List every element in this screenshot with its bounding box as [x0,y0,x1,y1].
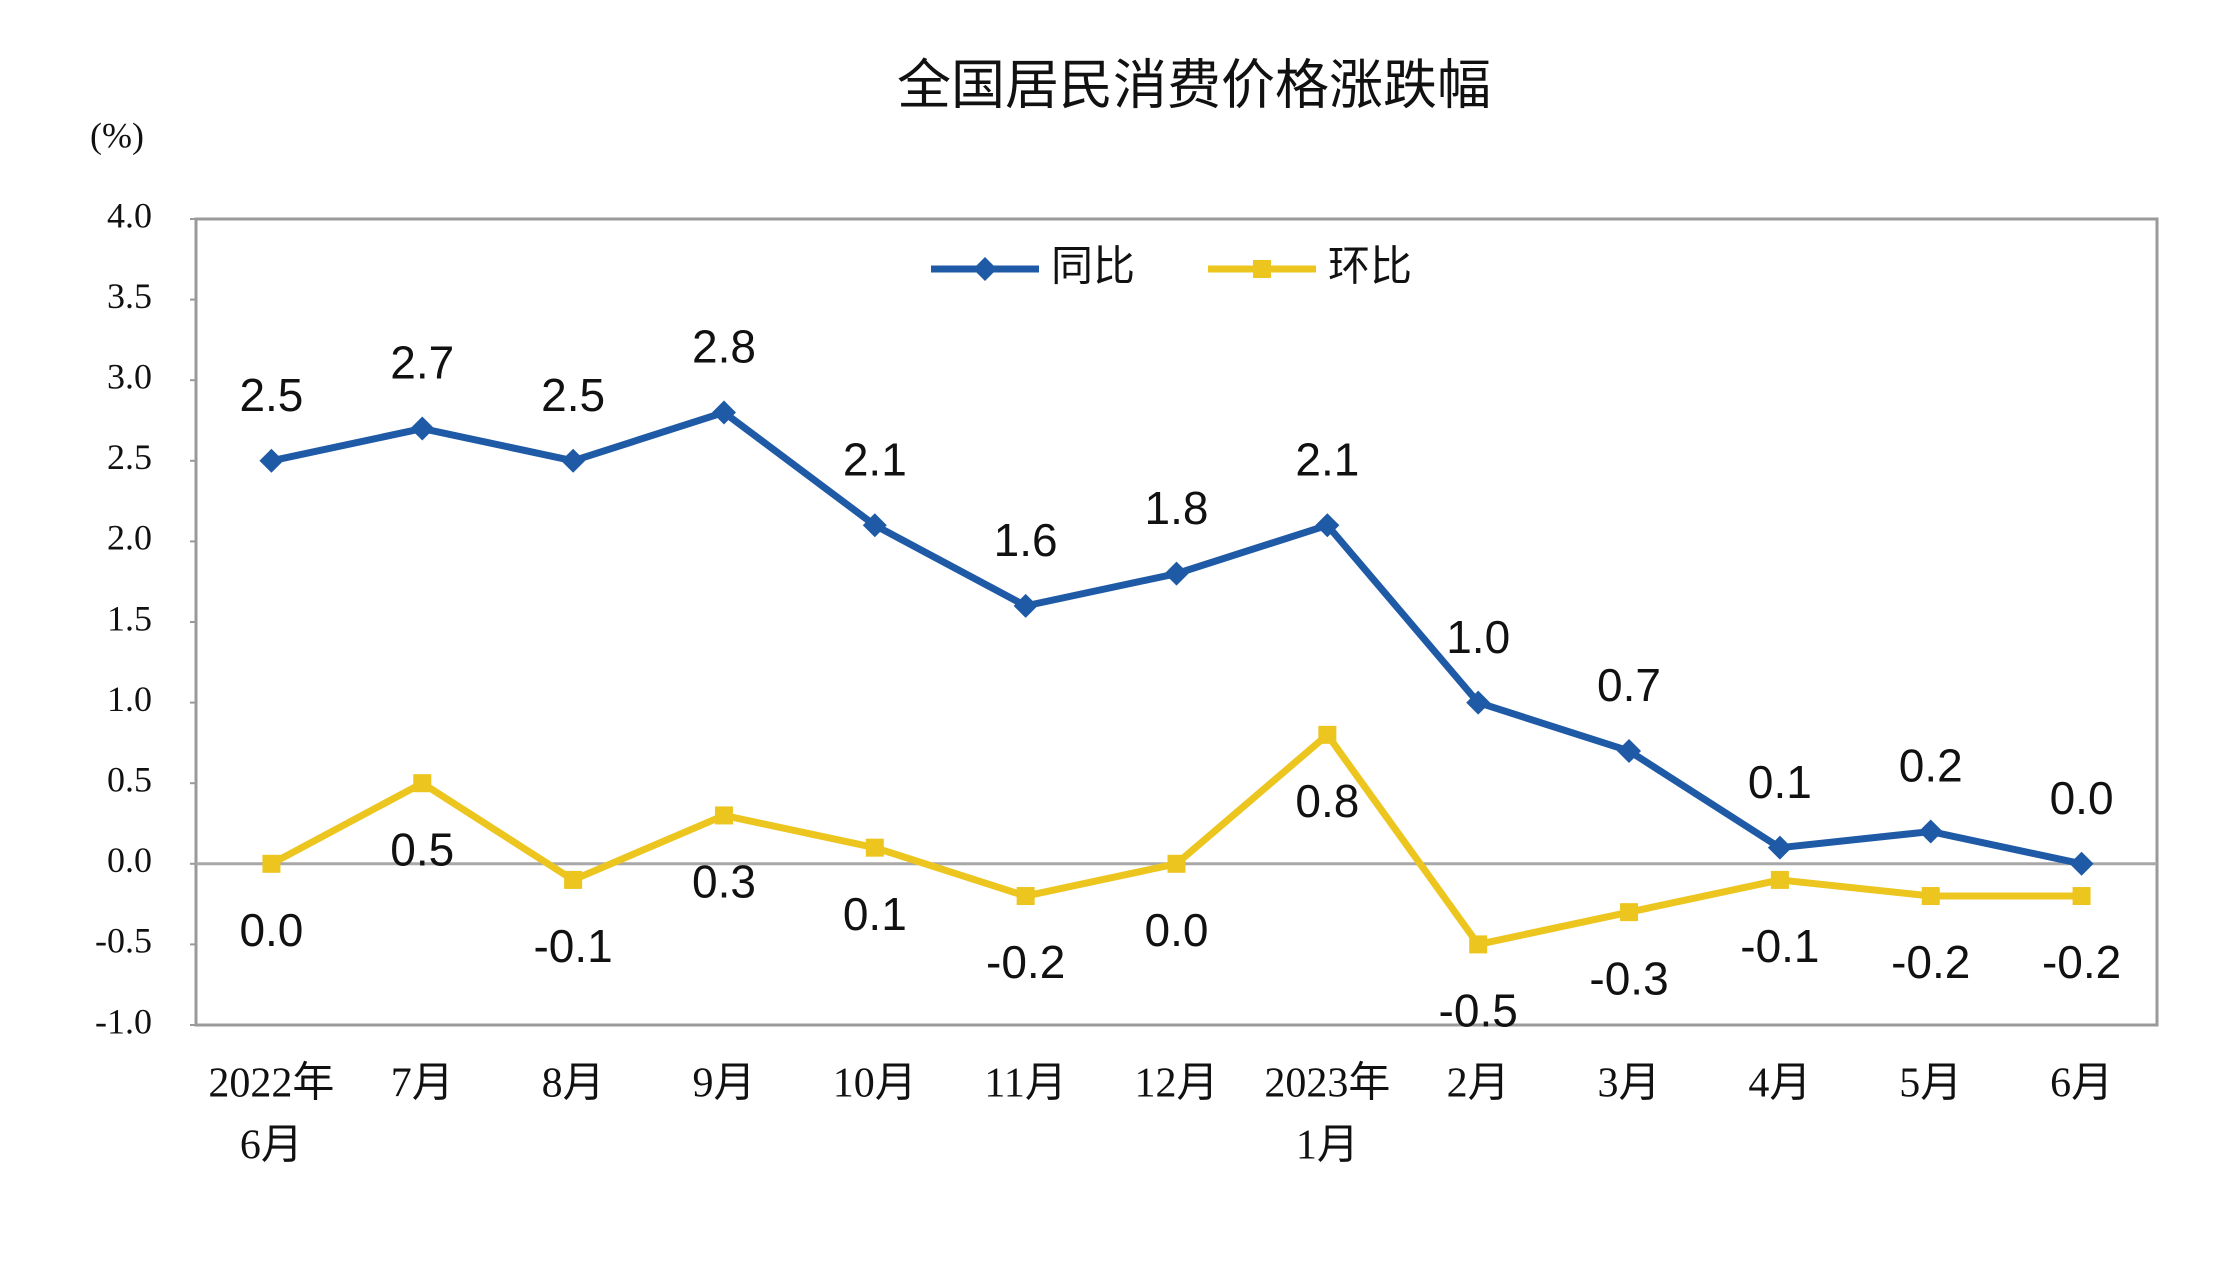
x-tick-label: 1月 [1296,1123,1359,1169]
x-tick-label: 5月 [1899,1061,1962,1107]
x-tick-label: 4月 [1748,1061,1811,1107]
data-label: 1.0 [1446,611,1510,663]
x-tick-label: 3月 [1598,1061,1661,1107]
point-marker [1016,887,1035,906]
data-label: 1.6 [994,514,1058,566]
data-label: 2.8 [692,321,756,373]
point-marker [865,838,884,857]
point-marker [2072,887,2091,906]
point-marker [1770,870,1789,889]
data-label: 2.5 [541,369,605,421]
point-marker [1164,561,1189,586]
point-marker [1318,725,1337,744]
point-marker [1167,854,1186,873]
point-marker [259,448,284,473]
data-label: 0.7 [1597,659,1661,711]
point-marker [1469,935,1488,954]
data-label: -0.2 [2042,936,2121,988]
y-tick-label: 1.0 [107,679,152,719]
legend-label: 环比 [1328,242,1412,291]
y-axis-unit: (%) [90,115,144,155]
y-tick-label: 3.0 [107,356,152,396]
data-label: -0.1 [1740,920,1819,972]
data-label: 2.5 [239,369,303,421]
x-tick-label: 8月 [542,1061,605,1107]
x-tick-label: 2022年 [208,1060,334,1107]
legend-label: 同比 [1051,242,1135,291]
point-marker [714,806,733,825]
point-marker [410,416,435,441]
y-tick-label: 0.0 [107,840,152,880]
point-marker [711,400,736,425]
legend-marker [1253,260,1271,278]
x-tick-label: 6月 [240,1123,303,1169]
point-marker [1767,835,1792,860]
legend-marker [973,257,997,281]
data-label: 0.0 [2050,772,2114,824]
x-tick-label: 9月 [692,1061,755,1107]
y-tick-label: 0.5 [107,759,152,799]
point-marker [1921,887,1940,906]
x-tick-label: 2月 [1447,1061,1510,1107]
y-tick-label: -1.0 [95,1001,152,1041]
data-label: 2.7 [390,337,454,389]
point-marker [262,854,281,873]
chart-title: 全国居民消费价格涨跌幅 [897,54,1491,117]
data-label: 2.1 [1295,433,1359,485]
x-tick-label: 11月 [984,1061,1066,1107]
x-tick-label: 6月 [2050,1061,2113,1107]
x-tick-label: 10月 [833,1061,917,1107]
y-tick-label: 1.5 [107,598,152,638]
x-tick-label: 7月 [391,1061,454,1107]
data-label: 0.0 [239,904,303,956]
point-marker [1466,690,1491,715]
data-label: 1.8 [1145,482,1209,534]
data-label: -0.2 [1891,936,1970,988]
data-label: -0.5 [1439,985,1518,1037]
y-tick-label: 2.5 [107,437,152,477]
data-label: -0.3 [1589,952,1668,1004]
point-marker [1918,819,1943,844]
x-tick-label: 12月 [1134,1061,1218,1107]
data-label: -0.2 [986,936,1065,988]
y-tick-label: 2.0 [107,518,152,558]
data-label: 0.8 [1295,775,1359,827]
data-label: 0.0 [1145,904,1209,956]
point-marker [561,448,586,473]
data-label: 2.1 [843,433,907,485]
point-marker [1013,593,1038,618]
data-label: 0.3 [692,856,756,908]
y-tick-label: 3.5 [107,276,152,316]
y-tick-label: -0.5 [95,921,152,961]
y-tick-label: 4.0 [107,195,152,235]
point-marker [1315,513,1340,538]
point-marker [564,870,583,889]
point-marker [2069,851,2094,876]
point-marker [862,513,887,538]
point-marker [1620,903,1639,922]
data-label: 0.2 [1899,740,1963,792]
x-tick-label: 2023年 [1264,1060,1390,1107]
data-label: -0.1 [533,920,612,972]
data-label: 0.1 [1748,756,1812,808]
point-marker [1617,738,1642,763]
point-marker [413,774,432,793]
data-label: 0.5 [390,823,454,875]
data-label: 0.1 [843,888,907,940]
